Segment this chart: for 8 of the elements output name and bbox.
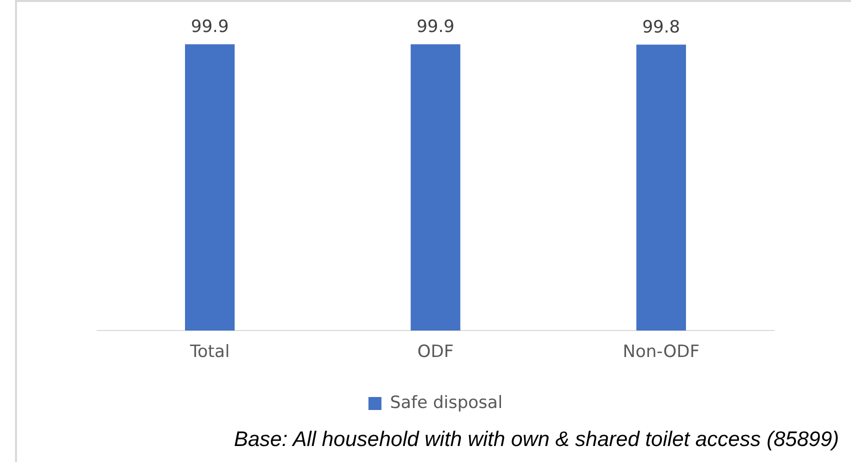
- data-label: 99.9: [190, 17, 229, 38]
- x-tick-label: Non-ODF: [622, 342, 700, 362]
- x-tick-label: Total: [188, 342, 230, 362]
- legend-label: Safe disposal: [390, 392, 503, 413]
- x-tick-label: ODF: [417, 342, 454, 362]
- data-label: 99.9: [416, 17, 454, 38]
- data-label: 99.8: [642, 17, 680, 38]
- text: Base: All household with with own & shared toilet access (85899): [234, 428, 839, 452]
